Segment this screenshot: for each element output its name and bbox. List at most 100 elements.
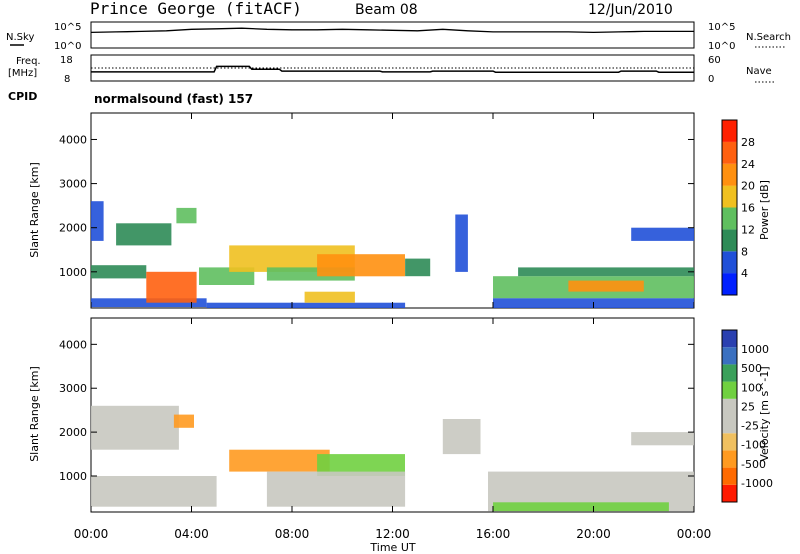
velocity-region-2: [173, 414, 194, 428]
velocity-colorbar-tick-6: 500: [741, 362, 762, 375]
velocity-colorbar-tick-4: 25: [741, 400, 755, 413]
power-colorbar-swatch-7: [722, 120, 737, 142]
power-colorbar-swatch-1: [722, 251, 737, 274]
power-region-5: [176, 207, 197, 224]
power-region-1: [91, 265, 147, 279]
cpid-label: CPID: [8, 90, 37, 103]
freq-top-label: 18: [60, 55, 73, 66]
velocity-colorbar-tick-3: -25: [741, 420, 759, 433]
nave-top-label: 60: [708, 55, 721, 66]
power-ytick-label-2: 3000: [59, 178, 87, 191]
velocity-region-8: [493, 502, 669, 512]
xtick-label-1: 04:00: [174, 527, 209, 541]
power-region-13: [455, 214, 468, 272]
nsearch-top-label: 10^5: [708, 22, 735, 33]
velocity-ytick-label-3: 4000: [59, 338, 87, 351]
nsearch-bottom-label: 10^0: [708, 41, 735, 52]
velocity-colorbar-tick-0: -1000: [741, 477, 773, 490]
power-colorbar: 4 8 12 16 20 24 28: [721, 119, 755, 296]
xtick-label-2: 08:00: [275, 527, 310, 541]
power-colorbar-tick-4: 20: [741, 180, 755, 193]
date-label: 12/Jun/2010: [588, 2, 673, 18]
xtick-label-3: 12:00: [375, 527, 410, 541]
frequency-line: [91, 65, 694, 73]
velocity-colorbar-label: Velocity [m s^-1]: [758, 366, 771, 461]
power-region-12: [405, 258, 431, 277]
power-region-2: [91, 201, 104, 241]
sky-noise-trace: [90, 27, 694, 34]
velocity-colorbar-swatch-8: [722, 347, 737, 365]
velocity-colorbar-tick-5: 100: [741, 381, 762, 394]
power-colorbar-tick-1: 8: [741, 245, 748, 258]
power-colorbar-tick-0: 4: [741, 267, 748, 280]
power-colorbar-label: Power [dB]: [758, 180, 771, 240]
xaxis-label: Time UT: [369, 541, 415, 554]
power-region-10: [317, 254, 405, 277]
velocity-ytick-label-0: 1000: [59, 470, 87, 483]
freq-bottom-label: 8: [64, 74, 70, 85]
xtick-label-6: 00:00: [677, 527, 712, 541]
power-colorbar-tick-2: 12: [741, 223, 755, 236]
time-axis: 00:00 04:00 08:00 12:00 16:00 20:00 00:00: [74, 113, 712, 541]
beam-label: Beam 08: [355, 2, 418, 18]
nave-bottom-label: 0: [708, 74, 714, 85]
velocity-colorbar-swatch-7: [722, 364, 737, 382]
station-title: Prince George (fitACF): [90, 0, 302, 18]
nsearch-label: N.Search: [746, 32, 791, 43]
power-colorbar-tick-3: 16: [741, 202, 755, 215]
power-colorbar-swatch-3: [722, 207, 737, 230]
power-colorbar-swatch-0: [722, 273, 737, 295]
power-ytick-label-0: 1000: [59, 266, 87, 279]
xtick-label-0: 00:00: [74, 527, 109, 541]
velocity-colorbar-swatch-9: [722, 330, 737, 348]
power-region-18: [568, 280, 644, 292]
velocity-ytick-label-2: 3000: [59, 382, 87, 395]
power-colorbar-frame: [721, 119, 738, 296]
freq-label: Freq.: [16, 56, 41, 67]
velocity-ylabel: Slant Range [km]: [28, 366, 41, 462]
power-region-7: [206, 302, 406, 308]
frequency-trace: [91, 65, 694, 73]
velocity-colorbar-tick-7: 1000: [741, 343, 769, 356]
velocity-region-5: [266, 471, 406, 507]
velocity-region-3: [229, 449, 330, 472]
power-colorbar-swatch-6: [722, 141, 737, 164]
velocity-region-6: [442, 419, 481, 455]
velocity-colorbar-swatch-6: [722, 381, 737, 399]
power-y-axis: 1000 2000 3000 4000: [59, 133, 694, 279]
power-region-17: [631, 227, 694, 241]
velocity-region-4: [317, 454, 405, 476]
velocity-colorbar-swatch-5: [722, 398, 737, 416]
velocity-colorbar: -1000 -500 -100 -25 25 100 500 1000: [721, 329, 773, 503]
power-region-3: [116, 223, 172, 246]
sky-noise-line: [90, 27, 694, 34]
velocity-colorbar-tick-2: -100: [741, 439, 766, 452]
power-heatmap: [91, 201, 694, 308]
velocity-region-1: [91, 405, 179, 450]
sky-noise-panel: [90, 21, 695, 49]
xtick-label-5: 20:00: [576, 527, 611, 541]
power-ytick-label-1: 2000: [59, 222, 87, 235]
nave-label: Nave: [746, 66, 772, 77]
velocity-region-9: [631, 432, 694, 446]
velocity-heatmap: [91, 405, 694, 512]
power-ytick-label-3: 4000: [59, 133, 87, 146]
nsky-label: N.Sky: [6, 32, 34, 43]
power-region-11: [304, 291, 355, 303]
freq-unit-label: [MHz]: [8, 68, 37, 79]
power-colorbar-tick-5: 24: [741, 158, 755, 171]
power-colorbar-swatch-4: [722, 185, 737, 208]
nsky-bottom-label: 10^0: [54, 41, 81, 52]
power-ylabel: Slant Range [km]: [28, 162, 41, 258]
velocity-colorbar-swatch-1: [722, 467, 737, 485]
xtick-label-4: 16:00: [476, 527, 511, 541]
velocity-region-0: [91, 476, 217, 507]
power-region-4: [146, 271, 197, 303]
power-colorbar-tick-6: 28: [741, 136, 755, 149]
mode-label: normalsound (fast) 157: [94, 92, 253, 106]
power-region-16: [518, 267, 694, 277]
velocity-colorbar-swatch-2: [722, 450, 737, 468]
velocity-y-axis: 1000 2000 3000 4000: [59, 338, 694, 483]
power-colorbar-swatch-5: [722, 163, 737, 186]
